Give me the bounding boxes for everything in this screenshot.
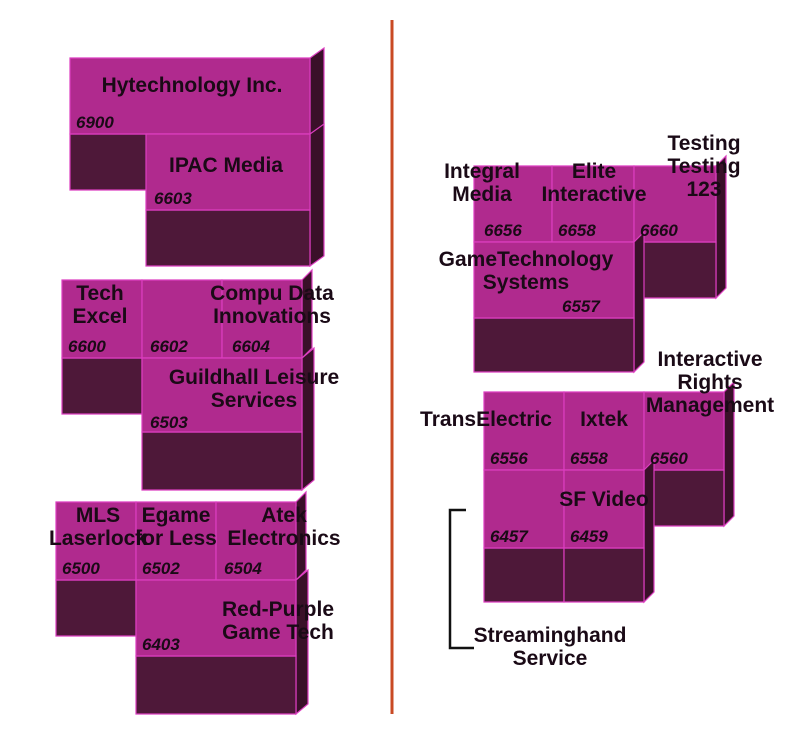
unit-6503 — [141, 346, 315, 492]
unit-front-face — [55, 579, 137, 637]
unit-name-6503-line-2: Services — [211, 389, 297, 412]
unit-name-6660-line-1: Testing — [667, 132, 740, 155]
unit-name-6660-line-2: Testing — [667, 155, 740, 178]
unit-front-face — [473, 317, 635, 373]
callout-bracket-6457 — [448, 508, 474, 650]
unit-number-6504: 6504 — [224, 559, 262, 578]
unit-name-6504-line-2: Electronics — [227, 527, 340, 550]
unit-front-face — [61, 357, 143, 415]
unit-name-6500-line-1: MLS — [76, 504, 120, 527]
unit-name-6560-line-3: Management — [646, 394, 774, 417]
unit-name-6557-line-2: Systems — [483, 271, 569, 294]
unit-name-6504-line-1: Atek — [261, 504, 307, 527]
unit-number-6600: 6600 — [68, 337, 106, 356]
unit-front-face — [141, 431, 303, 491]
unit-name-6502-line-1: Egame — [142, 504, 211, 527]
unit-6600 — [61, 279, 143, 415]
unit-top-face — [141, 357, 303, 433]
unit-front-face — [643, 469, 725, 527]
unit-number-6603: 6603 — [154, 189, 192, 208]
unit-front-face — [145, 209, 311, 267]
unit-name-6656-line-2: Media — [452, 183, 512, 206]
unit-number-6660: 6660 — [640, 221, 678, 240]
unit-6459 — [563, 458, 655, 604]
unit-name-6557-line-1: GameTechnology — [439, 248, 614, 271]
unit-number-6556: 6556 — [490, 449, 528, 468]
unit-name-6556-line-1: TransElectric — [420, 408, 552, 431]
unit-name-allout_6457-line-1: Streaminghand — [474, 624, 627, 647]
unit-name-allout_6457-line-2: Service — [513, 647, 588, 670]
unit-name-6403-line-2: Game Tech — [222, 621, 334, 644]
unit-name-6900-line-1: Hytechnology Inc. — [102, 74, 283, 97]
unit-6603 — [145, 122, 325, 268]
unit-number-6604: 6604 — [232, 337, 270, 356]
building-blocks — [55, 46, 735, 716]
unit-top-face — [145, 133, 311, 211]
unit-top-face — [135, 579, 297, 657]
unit-top-face — [633, 165, 717, 243]
unit-front-face — [135, 655, 297, 715]
unit-number-6459: 6459 — [570, 527, 608, 546]
unit-name-6503-line-1: Guildhall Leisure — [169, 366, 339, 389]
unit-name-6600-line-2: Excel — [73, 305, 128, 328]
unit-name-6502-line-2: for Less — [135, 527, 217, 550]
unit-6560 — [643, 380, 735, 528]
unit-name-6604-line-1: Compu Data — [210, 282, 334, 305]
unit-number-6502: 6502 — [142, 559, 180, 578]
unit-name-6604-line-2: Innovations — [213, 305, 331, 328]
unit-number-6656: 6656 — [484, 221, 522, 240]
unit-6660 — [633, 154, 727, 300]
unit-name-6600-line-1: Tech — [76, 282, 123, 305]
unit-side-face — [633, 230, 645, 374]
unit-top-face — [473, 241, 635, 319]
unit-6403 — [135, 568, 309, 716]
unit-name-6656-line-1: Integral — [444, 160, 520, 183]
unit-number-6457: 6457 — [490, 527, 529, 546]
unit-top-face — [643, 391, 725, 471]
unit-front-face — [483, 547, 565, 603]
unit-number-6900: 6900 — [76, 113, 114, 132]
unit-side-face — [309, 122, 325, 268]
unit-number-6557: 6557 — [562, 297, 601, 316]
unit-6557 — [473, 230, 645, 374]
unit-name-6660-line-3: 123 — [686, 178, 721, 201]
unit-name-6603-line-1: IPAC Media — [169, 154, 283, 177]
unit-number-6560: 6560 — [650, 449, 688, 468]
unit-name-6658-line-2: Interactive — [541, 183, 646, 206]
unit-number-6602: 6602 — [150, 337, 188, 356]
unit-top-face — [563, 469, 645, 549]
unit-name-6459-line-1: SF Video — [559, 488, 648, 511]
unit-name-6558-line-1: Ixtek — [580, 408, 628, 431]
unit-number-6503: 6503 — [150, 413, 188, 432]
unit-number-6658: 6658 — [558, 221, 596, 240]
unit-front-face — [633, 241, 717, 299]
unit-number-6558: 6558 — [570, 449, 608, 468]
unit-front-face — [563, 547, 645, 603]
unit-side-face — [643, 458, 655, 604]
unit-number-6403: 6403 — [142, 635, 180, 654]
unit-number-6500: 6500 — [62, 559, 100, 578]
unit-name-6658-line-1: Elite — [572, 160, 616, 183]
unit-name-6500-line-2: Laserlock — [49, 527, 147, 550]
unit-name-6560-line-1: Interactive — [657, 348, 762, 371]
unit-6457 — [483, 469, 565, 603]
unit-name-6560-line-2: Rights — [677, 371, 742, 394]
unit-name-6403-line-1: Red-Purple — [222, 598, 334, 621]
